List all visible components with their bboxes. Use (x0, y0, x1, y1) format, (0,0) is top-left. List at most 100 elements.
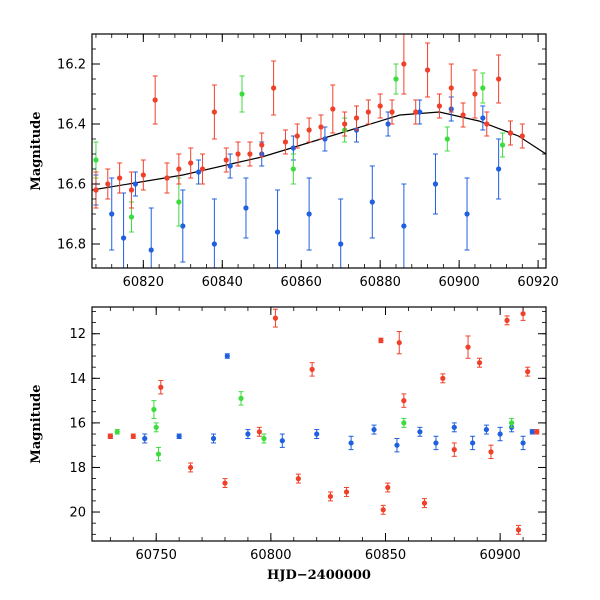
data-point (371, 426, 377, 433)
data-point (342, 121, 348, 127)
data-point (377, 103, 383, 109)
data-point (153, 424, 159, 430)
data-point (152, 97, 158, 103)
data-point (322, 136, 328, 142)
data-point (520, 440, 526, 446)
data-point (259, 142, 265, 148)
data-point (271, 85, 277, 91)
data-point (480, 115, 486, 121)
data-point (290, 145, 296, 151)
data-point (365, 109, 371, 115)
plot-area (107, 307, 540, 535)
data-point (496, 166, 502, 172)
data-point (306, 127, 312, 133)
data-point (272, 315, 279, 321)
data-point (417, 109, 423, 115)
data-point (385, 121, 391, 127)
y-tick-label: 16 (69, 416, 86, 431)
data-point (496, 76, 502, 82)
data-point (109, 211, 115, 217)
data-point (120, 235, 127, 241)
series-3 (93, 34, 525, 209)
data-point (413, 109, 419, 115)
data-point (227, 163, 233, 169)
plot-frame (91, 306, 547, 542)
data-point (472, 91, 478, 97)
data-point (295, 476, 301, 482)
data-point (151, 406, 157, 413)
data-point (515, 527, 522, 533)
x-tick-label: 60900 (479, 548, 520, 563)
data-point (130, 433, 136, 439)
data-point (451, 447, 457, 453)
data-point (480, 85, 486, 91)
series-2 (114, 391, 515, 462)
data-point (223, 157, 229, 163)
data-point (210, 435, 217, 442)
data-point (306, 211, 312, 217)
data-point (93, 157, 99, 163)
data-point (504, 317, 510, 323)
data-point (421, 500, 428, 506)
data-point (433, 440, 439, 446)
y-tick-label: 16.4 (57, 118, 86, 133)
data-point (484, 121, 490, 127)
series-1 (93, 96, 514, 268)
data-point (432, 181, 439, 187)
data-point (314, 431, 320, 437)
data-point (330, 106, 336, 112)
data-point (476, 360, 483, 366)
y-tick-label: 18 (69, 461, 86, 476)
data-point (529, 429, 535, 435)
data-point (509, 420, 515, 426)
data-point (211, 241, 217, 247)
data-point (142, 435, 148, 442)
data-point (440, 375, 446, 381)
x-tick-label: 60900 (438, 275, 479, 290)
y-tick-label: 14 (69, 372, 86, 387)
data-point (261, 435, 267, 442)
data-point (155, 451, 162, 457)
data-point (417, 429, 423, 435)
y-tick-label: 16.6 (57, 178, 86, 193)
data-point (401, 223, 407, 229)
x-tick-label: 60820 (123, 275, 164, 290)
data-point (148, 247, 154, 253)
data-point (211, 109, 217, 115)
data-point (238, 395, 244, 401)
data-point (444, 136, 450, 142)
data-point (451, 424, 457, 430)
data-point (338, 241, 344, 247)
data-point (195, 169, 202, 175)
data-point (188, 160, 194, 166)
data-point (235, 151, 241, 157)
data-point (176, 166, 182, 172)
data-point (353, 115, 360, 121)
data-point (424, 67, 431, 73)
data-point (114, 429, 120, 435)
data-point (274, 229, 281, 235)
data-point (401, 61, 407, 67)
data-point (256, 429, 262, 435)
data-point (164, 175, 170, 181)
data-point (378, 337, 384, 344)
data-point (380, 507, 386, 513)
data-point (187, 464, 194, 471)
data-point (470, 440, 476, 446)
x-tick-label: 60880 (360, 275, 401, 290)
plot-area (92, 34, 546, 268)
data-point (158, 384, 164, 390)
data-point (499, 142, 506, 148)
data-point (507, 130, 514, 136)
data-point (107, 433, 113, 439)
data-point (132, 181, 139, 187)
x-tick-label: 60850 (365, 548, 406, 563)
data-point (239, 91, 245, 97)
data-point (520, 311, 526, 317)
data-point (279, 438, 285, 444)
y-tick-label: 20 (69, 506, 86, 521)
series-3 (107, 307, 540, 535)
data-point (343, 489, 350, 495)
y-axis-title: Magnitude (29, 111, 44, 190)
y-tick-label: 16.8 (57, 238, 86, 253)
